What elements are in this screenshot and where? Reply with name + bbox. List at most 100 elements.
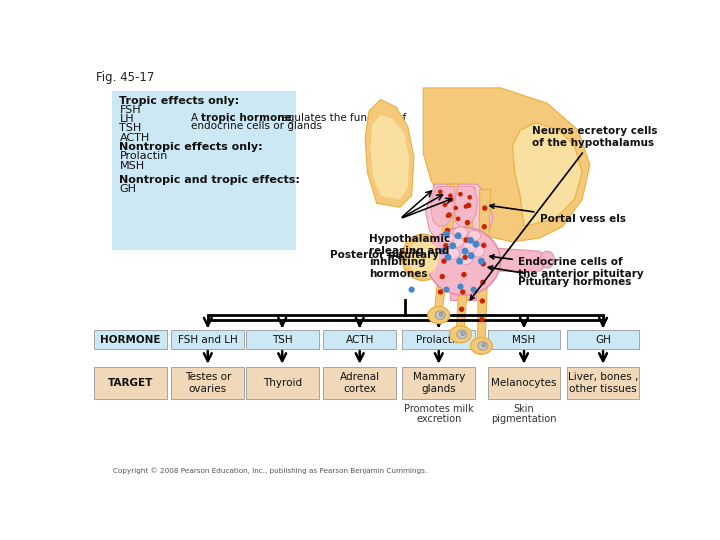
Text: Fig. 45-17: Fig. 45-17	[96, 71, 155, 84]
FancyBboxPatch shape	[323, 330, 396, 349]
Ellipse shape	[471, 338, 492, 354]
Text: FSH and LH: FSH and LH	[178, 335, 238, 345]
Polygon shape	[423, 88, 590, 242]
Text: Liver, bones ,
other tissues: Liver, bones , other tissues	[568, 372, 638, 394]
FancyBboxPatch shape	[94, 330, 167, 349]
Circle shape	[446, 213, 451, 218]
Text: regulates the function of: regulates the function of	[274, 112, 406, 123]
Circle shape	[456, 258, 463, 265]
Text: endocrine cells or glands: endocrine cells or glands	[191, 121, 322, 131]
Text: Posterior pituitary: Posterior pituitary	[330, 250, 439, 260]
Text: Skin: Skin	[513, 404, 534, 414]
FancyBboxPatch shape	[323, 367, 396, 399]
Circle shape	[471, 287, 477, 293]
Circle shape	[449, 242, 456, 249]
Circle shape	[456, 217, 461, 221]
FancyBboxPatch shape	[246, 330, 319, 349]
Circle shape	[472, 241, 480, 248]
Text: Hypothalamic
releasing and
inhibiting
hormones: Hypothalamic releasing and inhibiting ho…	[369, 234, 450, 279]
Text: TARGET: TARGET	[107, 378, 153, 388]
Polygon shape	[431, 186, 456, 226]
Text: excretion: excretion	[416, 414, 462, 423]
Circle shape	[462, 254, 468, 260]
Text: Thyroid: Thyroid	[263, 378, 302, 388]
Text: TSH: TSH	[120, 123, 142, 133]
Ellipse shape	[454, 227, 467, 239]
Text: Nontropic effects only:: Nontropic effects only:	[120, 142, 263, 152]
Circle shape	[481, 261, 486, 267]
Circle shape	[481, 242, 487, 248]
Ellipse shape	[427, 227, 500, 295]
Text: Testes or
ovaries: Testes or ovaries	[184, 372, 231, 394]
FancyBboxPatch shape	[171, 367, 244, 399]
Ellipse shape	[439, 312, 443, 316]
Circle shape	[449, 197, 454, 202]
Text: FSH: FSH	[120, 105, 141, 115]
FancyBboxPatch shape	[112, 91, 296, 251]
Text: GH: GH	[595, 335, 611, 345]
Polygon shape	[449, 292, 476, 300]
Circle shape	[443, 243, 449, 248]
Text: Prolactin: Prolactin	[120, 151, 168, 161]
Circle shape	[464, 220, 470, 225]
Circle shape	[468, 252, 474, 259]
FancyBboxPatch shape	[487, 367, 560, 399]
Ellipse shape	[428, 307, 449, 323]
Ellipse shape	[449, 326, 472, 343]
Text: Endocrine cells of
the anterior pituitary: Endocrine cells of the anterior pituitar…	[490, 255, 644, 279]
Circle shape	[480, 298, 485, 303]
Circle shape	[439, 248, 446, 254]
Circle shape	[441, 259, 446, 264]
Text: A: A	[191, 112, 201, 123]
Ellipse shape	[461, 332, 464, 335]
Ellipse shape	[471, 245, 485, 257]
Circle shape	[454, 206, 458, 211]
FancyBboxPatch shape	[246, 367, 319, 399]
Circle shape	[482, 224, 487, 230]
Text: Promotes milk: Promotes milk	[404, 404, 474, 414]
Ellipse shape	[457, 330, 467, 339]
Circle shape	[466, 202, 472, 208]
FancyBboxPatch shape	[171, 330, 244, 349]
Ellipse shape	[459, 253, 473, 265]
Circle shape	[480, 280, 485, 285]
Circle shape	[467, 195, 472, 200]
Text: Tropic effects only:: Tropic effects only:	[120, 96, 240, 106]
Circle shape	[443, 202, 447, 207]
Circle shape	[479, 317, 485, 322]
FancyBboxPatch shape	[402, 367, 475, 399]
Ellipse shape	[408, 240, 438, 275]
Circle shape	[408, 287, 415, 293]
Ellipse shape	[436, 311, 446, 319]
Circle shape	[454, 232, 462, 239]
Text: Melanocytes: Melanocytes	[491, 378, 557, 388]
Text: Copyright © 2008 Pearson Education, Inc., publishing as Pearson Benjamin Cumming: Copyright © 2008 Pearson Education, Inc.…	[113, 468, 428, 475]
Circle shape	[478, 258, 485, 265]
FancyBboxPatch shape	[94, 367, 167, 399]
Text: Pituitary hormones: Pituitary hormones	[488, 266, 631, 287]
Text: GH: GH	[120, 184, 137, 194]
Ellipse shape	[468, 231, 481, 241]
Text: Portal vess els: Portal vess els	[490, 204, 626, 224]
Circle shape	[448, 193, 453, 198]
Text: MSH: MSH	[513, 335, 536, 345]
FancyBboxPatch shape	[567, 367, 639, 399]
Text: LH: LH	[120, 114, 134, 124]
Circle shape	[460, 289, 466, 295]
Polygon shape	[435, 184, 458, 307]
Circle shape	[467, 237, 474, 244]
Polygon shape	[513, 123, 582, 226]
Polygon shape	[477, 190, 490, 338]
Text: Nontropic and tropic effects:: Nontropic and tropic effects:	[120, 175, 300, 185]
Circle shape	[464, 204, 468, 209]
Polygon shape	[456, 188, 475, 327]
Ellipse shape	[482, 343, 485, 347]
Ellipse shape	[446, 248, 459, 259]
Circle shape	[444, 254, 451, 261]
Text: Prolactin: Prolactin	[416, 335, 462, 345]
Text: MSH: MSH	[120, 161, 145, 171]
Polygon shape	[426, 184, 493, 249]
Ellipse shape	[478, 342, 488, 350]
Polygon shape	[493, 248, 547, 271]
Circle shape	[438, 289, 444, 295]
